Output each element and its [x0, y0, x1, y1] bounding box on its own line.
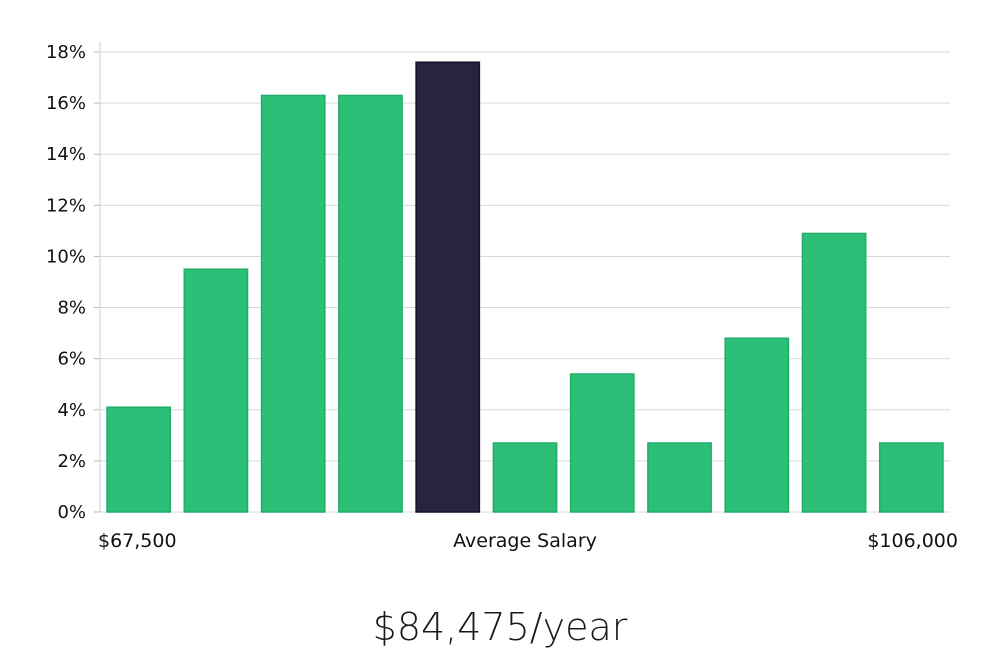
y-tick-label: 4% [57, 400, 86, 421]
bar [492, 442, 558, 513]
y-tick-label: 10% [46, 246, 86, 267]
bar [878, 442, 944, 513]
bar [338, 94, 403, 513]
y-tick-label: 6% [57, 349, 86, 370]
bar [183, 268, 249, 513]
average-salary-value: $84,475/year [372, 605, 628, 649]
bar [724, 337, 790, 513]
y-tick-label: 12% [46, 195, 86, 216]
y-tick-label: 8% [57, 298, 86, 319]
y-tick-label: 14% [46, 144, 86, 165]
y-axis-ticks: 0% 2% 4% 6% 8% 10% 12% 14% 16% 18% [46, 42, 100, 523]
bar [801, 232, 867, 513]
bar [569, 373, 635, 513]
bar [260, 94, 326, 513]
x-label-max: $106,000 [867, 530, 958, 552]
salary-distribution-chart: 0% 2% 4% 6% 8% 10% 12% 14% 16% 18% $67,500 Averag… [46, 42, 958, 552]
y-tick-label: 16% [46, 93, 86, 114]
y-tick-label: 0% [57, 502, 86, 523]
bar [647, 442, 712, 513]
y-tick-label: 18% [46, 42, 86, 63]
y-tick-label: 2% [57, 451, 86, 472]
bar [106, 406, 172, 513]
bar-average-salary [415, 61, 481, 513]
bars [106, 61, 944, 513]
x-label-average: Average Salary [453, 530, 597, 552]
x-label-min: $67,500 [98, 530, 177, 552]
